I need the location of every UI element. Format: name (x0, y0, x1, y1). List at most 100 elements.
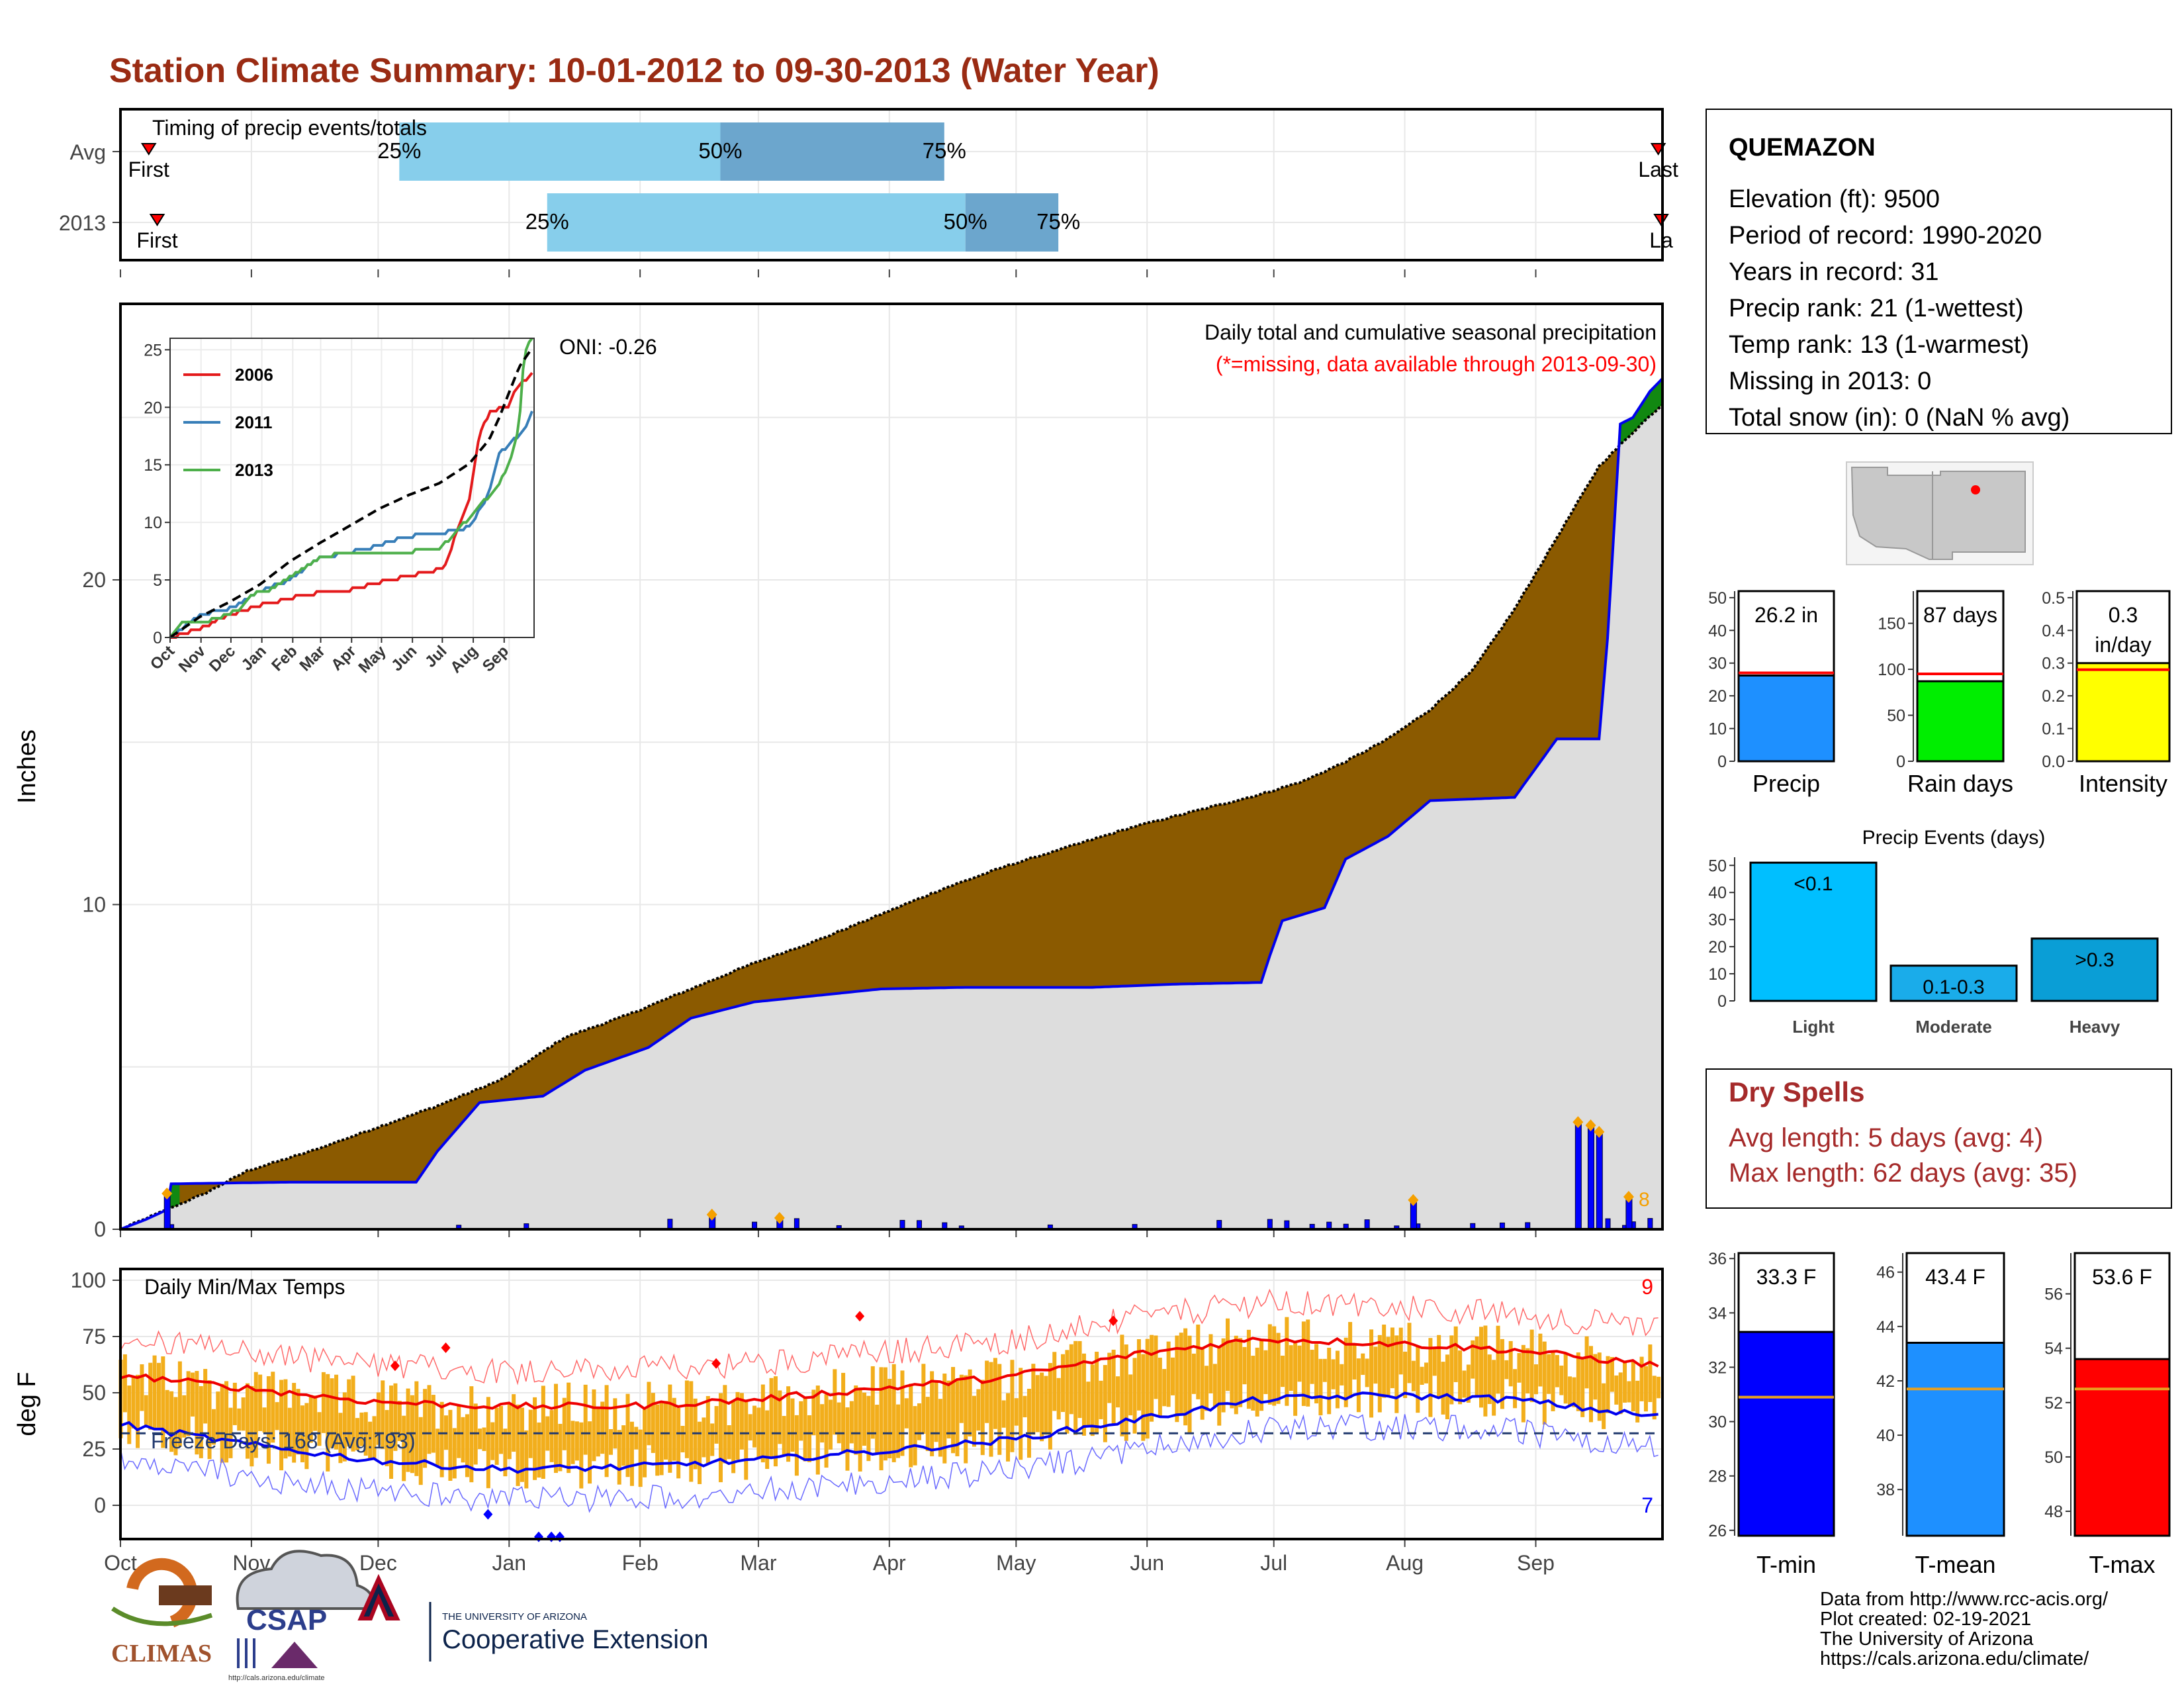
events-y-tick-label: 10 (1708, 965, 1727, 984)
daily-temp-range (946, 1380, 951, 1438)
daily-temp-range (1280, 1355, 1285, 1387)
daily-temp-range (1061, 1354, 1066, 1413)
daily-precip-bar (1216, 1220, 1222, 1230)
daily-temp-range (1077, 1340, 1082, 1419)
daily-temp-range (435, 1429, 440, 1466)
daily-temp-range (710, 1423, 715, 1456)
daily-temp-range (875, 1405, 880, 1454)
daily-temp-range (253, 1372, 258, 1458)
stat-value-label: 43.4 F (1925, 1265, 1985, 1289)
daily-temp-range (524, 1430, 529, 1489)
y-tick-label: 10 (82, 892, 106, 916)
daily-temp-range (1272, 1326, 1277, 1406)
year-below-fill (120, 378, 1662, 1229)
timing-bar-25-50 (547, 193, 966, 252)
daily-temp-range (258, 1374, 263, 1431)
stat-y-tick-label: 38 (1876, 1481, 1895, 1499)
daily-temp-range (195, 1371, 199, 1455)
timing-pct-label: 25% (525, 209, 569, 234)
first-event-marker (140, 143, 157, 156)
daily-temp-range (1208, 1334, 1213, 1393)
daily-temp-range (680, 1425, 685, 1453)
daily-temp-range (1643, 1366, 1648, 1412)
daily-temp-range (1424, 1362, 1429, 1383)
daily-temp-range (1141, 1354, 1146, 1441)
daily-temp-range (152, 1355, 157, 1430)
month-label: Oct (104, 1551, 137, 1575)
stat-bar (1905, 1341, 2005, 1537)
daily-temp-range (250, 1385, 254, 1467)
daily-temp-range (896, 1404, 901, 1458)
daily-precip-bar (1267, 1219, 1273, 1230)
daily-temp-range (1238, 1338, 1243, 1407)
inset-series-line (169, 347, 533, 639)
daily-temp-range (930, 1371, 934, 1456)
stat-value-label: 26.2 in (1754, 603, 1818, 627)
events-bar (1889, 964, 2018, 1002)
month-label: May (996, 1551, 1036, 1575)
daily-temp-range (1171, 1357, 1175, 1395)
station-line: Precip rank: 21 (1-wettest) (1729, 295, 2024, 322)
stat-bar (1916, 680, 2005, 763)
credit-line: The University of Arizona (1820, 1628, 2034, 1650)
events-bar-label: 0.1-0.3 (1923, 976, 1984, 998)
max-precip-marker (1594, 1125, 1605, 1138)
daily-temp-range (414, 1381, 419, 1476)
daily-temp-range (304, 1403, 309, 1470)
events-y-tick-label: 20 (1708, 938, 1727, 957)
month-label: Dec (359, 1551, 397, 1575)
daily-temp-range (156, 1362, 161, 1428)
daily-temp-range (870, 1366, 875, 1439)
daily-temp-range (1230, 1340, 1234, 1409)
max-precip-marker (706, 1208, 717, 1221)
daily-temp-range (165, 1389, 169, 1434)
daily-temp-range (1479, 1327, 1484, 1408)
daily-temp-range (1343, 1337, 1348, 1407)
precip-stat-bars: 0 10 20 30 40 50 26.2 in Precip 0 50 100 150 87 days… (1708, 589, 2171, 797)
daily-temp-range (1533, 1364, 1538, 1395)
daily-temp-range (224, 1381, 229, 1463)
daily-temp-range (803, 1398, 807, 1462)
daily-temp-range (554, 1383, 559, 1474)
daily-temp-range (203, 1368, 208, 1424)
daily-temp-range (1103, 1365, 1107, 1442)
stat-y-tick-label: 0.2 (2042, 687, 2065, 706)
daily-temp-range (122, 1354, 127, 1413)
daily-temp-range (1314, 1344, 1319, 1404)
ua-big-text: Cooperative Extension (442, 1625, 708, 1654)
daily-temp-range (773, 1376, 778, 1467)
daily-temp-range (1212, 1364, 1217, 1407)
daily-precip-bar (794, 1218, 799, 1230)
station-line: Total snow (in): 0 (NaN % avg) (1729, 404, 2070, 432)
daily-temp-range (891, 1364, 896, 1462)
temps-frame (119, 1268, 1664, 1540)
daily-temp-range (1420, 1366, 1424, 1385)
record-high-marker (1109, 1315, 1118, 1327)
daily-temp-range (739, 1393, 744, 1450)
daily-temp-range (604, 1385, 609, 1477)
max-precip-marker (1585, 1119, 1596, 1132)
stat-y-tick-label: 26 (1708, 1522, 1727, 1540)
daily-temp-range (1035, 1375, 1040, 1432)
temps-y-tick-label: 75 (82, 1325, 106, 1348)
daily-temp-range (1602, 1383, 1606, 1429)
daily-temp-range (262, 1407, 267, 1433)
daily-temp-range (520, 1407, 524, 1482)
daily-temp-range (1251, 1356, 1255, 1411)
daily-temp-range (976, 1389, 981, 1431)
ua-small-text: THE UNIVERSITY OF ARIZONA (442, 1611, 587, 1622)
timing-row-label: 2013 (59, 211, 106, 235)
daily-temp-range (1390, 1327, 1394, 1389)
stat-category-label: T-min (1756, 1551, 1816, 1578)
daily-temp-range (1361, 1353, 1365, 1375)
stat-bar (2073, 1358, 2171, 1537)
daily-temp-range (1588, 1346, 1593, 1423)
daily-temp-range (1445, 1354, 1449, 1419)
avg-temp-line (120, 1391, 1659, 1474)
daily-temp-range (1095, 1352, 1099, 1434)
stat-y-tick-label: 50 (2044, 1448, 2063, 1467)
daily-temp-range (397, 1401, 402, 1441)
inset-legend-label: 2006 (235, 365, 273, 385)
